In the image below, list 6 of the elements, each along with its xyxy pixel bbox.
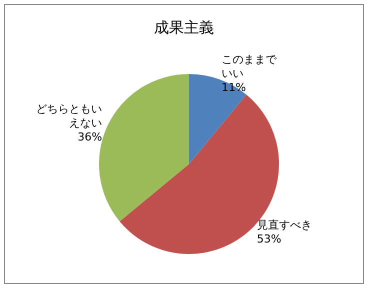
slice-label: どちらともいえない — [36, 102, 102, 130]
slice-label: 見直すべき — [256, 218, 312, 232]
chart-title: 成果主義 — [154, 18, 214, 36]
data-label: 53% — [256, 232, 282, 246]
data-label: 36% — [78, 130, 102, 144]
slice-label: このままでいい — [222, 53, 278, 80]
